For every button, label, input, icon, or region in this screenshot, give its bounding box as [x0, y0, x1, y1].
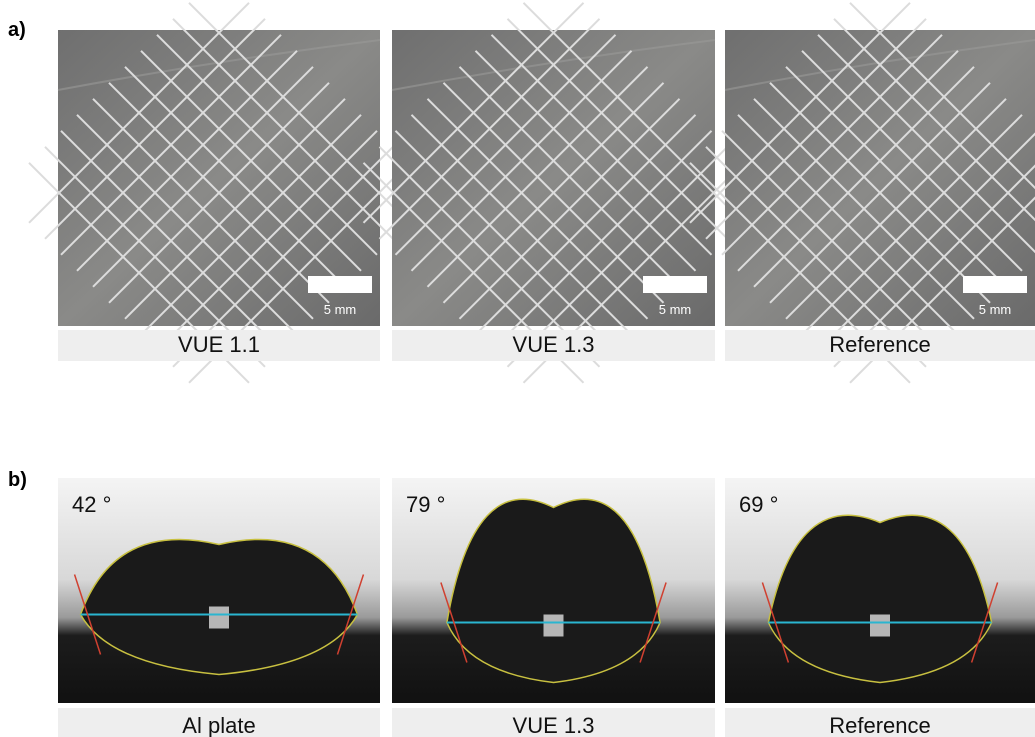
- reflection: [209, 607, 229, 629]
- angle-label: 42 °: [72, 492, 111, 517]
- angle-label: 69 °: [739, 492, 778, 517]
- angle-label: 79 °: [406, 492, 445, 517]
- figure: a) b) 5 mm VUE 1.1 5 mm VUE 1.3 5 mm Referenc…: [0, 0, 1035, 737]
- contact-angle-photo: 79 °: [392, 478, 715, 703]
- sample-photo: 5 mm: [364, 3, 744, 383]
- scale-bar: [308, 276, 372, 293]
- contact-angle-photo: 42 °: [58, 478, 380, 703]
- contact-angle-photo: 69 °: [725, 478, 1035, 703]
- panel-label: b): [8, 469, 27, 491]
- sample-photo: 5 mm: [690, 3, 1035, 383]
- caption: VUE 1.3: [513, 713, 595, 737]
- caption: Reference: [829, 332, 931, 357]
- scale-bar: [963, 276, 1027, 293]
- caption: VUE 1.3: [513, 332, 595, 357]
- scale-bar: [643, 276, 707, 293]
- panel-label: a): [8, 19, 26, 41]
- caption: Reference: [829, 713, 931, 737]
- droplet: [768, 515, 991, 682]
- scale-label: 5 mm: [979, 302, 1012, 317]
- droplet: [447, 499, 660, 682]
- page: a) b) 5 mm VUE 1.1 5 mm VUE 1.3 5 mm Referenc…: [0, 0, 1035, 737]
- scale-label: 5 mm: [659, 302, 692, 317]
- caption: VUE 1.1: [178, 332, 260, 357]
- caption: Al plate: [182, 713, 255, 737]
- sample-photo: 5 mm: [29, 3, 409, 383]
- scale-label: 5 mm: [324, 302, 357, 317]
- reflection: [870, 615, 890, 637]
- reflection: [544, 615, 564, 637]
